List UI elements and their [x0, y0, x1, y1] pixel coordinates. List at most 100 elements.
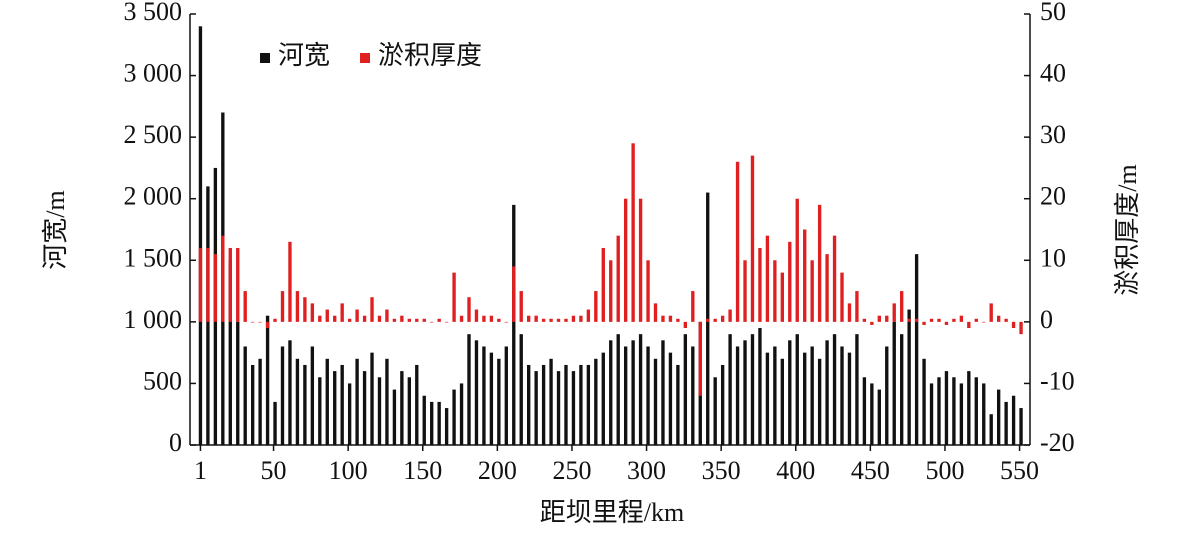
- bar: [646, 260, 650, 322]
- bar: [735, 161, 740, 322]
- bar: [407, 377, 412, 445]
- y-axis-title: 河宽/m: [41, 190, 70, 269]
- bar: [1004, 318, 1008, 322]
- bar: [556, 318, 561, 322]
- x-tick-label: 350: [702, 456, 741, 485]
- bar: [303, 364, 307, 445]
- bar: [459, 383, 464, 445]
- bar: [385, 309, 389, 322]
- x-tick-label: 300: [627, 456, 666, 485]
- bar: [310, 346, 315, 445]
- y-tick-label: 2 500: [124, 120, 183, 149]
- bar: [877, 389, 881, 445]
- bar: [377, 377, 382, 445]
- bar: [713, 318, 717, 322]
- bar: [325, 309, 329, 322]
- y-tick-label: 3 500: [124, 0, 183, 26]
- bar: [795, 334, 799, 445]
- bar: [594, 358, 598, 445]
- bar: [609, 340, 613, 445]
- bar: [265, 315, 270, 445]
- bar: [206, 247, 210, 322]
- bar: [698, 321, 702, 396]
- bar: [362, 371, 367, 445]
- bar: [959, 315, 964, 322]
- bar: [250, 321, 255, 323]
- bar: [474, 309, 479, 322]
- x-tick-label: 1: [194, 456, 207, 485]
- bar: [728, 309, 732, 322]
- bar: [683, 334, 688, 445]
- bar: [280, 346, 285, 445]
- bar: [318, 377, 322, 445]
- bar: [803, 229, 807, 322]
- bar: [900, 291, 904, 322]
- bar: [952, 377, 956, 445]
- legend-swatch: [360, 53, 371, 63]
- y-tick-label: 3 000: [124, 59, 183, 88]
- x-tick-label: 500: [925, 456, 964, 485]
- bar: [504, 321, 508, 323]
- bar: [340, 303, 344, 322]
- bar: [519, 291, 523, 322]
- bar: [236, 247, 240, 322]
- bar: [295, 291, 300, 322]
- bar: [250, 364, 255, 445]
- y2-tick-label: 20: [1040, 182, 1066, 211]
- bar: [676, 318, 680, 322]
- bar: [422, 395, 426, 445]
- bar: [392, 318, 397, 322]
- bar: [877, 315, 881, 322]
- bar: [817, 358, 822, 445]
- bar: [355, 358, 359, 445]
- bar: [743, 340, 747, 445]
- bar: [228, 247, 232, 322]
- bar: [780, 272, 785, 322]
- bar: [467, 297, 471, 322]
- bar: [967, 321, 971, 329]
- bar: [295, 358, 300, 445]
- bar: [459, 315, 464, 322]
- bar: [922, 321, 926, 325]
- bar: [803, 352, 807, 445]
- bar: [982, 321, 986, 323]
- bar: [691, 291, 695, 322]
- bar: [832, 235, 837, 322]
- bar: [310, 303, 315, 322]
- x-tick-label: 50: [261, 456, 287, 485]
- bar: [415, 364, 419, 445]
- bar: [885, 315, 889, 322]
- bar: [370, 352, 374, 445]
- bar: [907, 318, 911, 322]
- bar: [914, 318, 919, 322]
- bar: [862, 377, 867, 445]
- bar: [400, 315, 404, 322]
- bar: [534, 315, 538, 322]
- bar: [646, 346, 650, 445]
- y2-tick-label: -10: [1040, 366, 1075, 395]
- bar: [347, 318, 352, 322]
- y-tick-label: 500: [143, 366, 182, 395]
- bar: [333, 315, 337, 322]
- bar: [773, 346, 777, 445]
- bar: [288, 241, 292, 322]
- bar: [273, 401, 277, 445]
- bar: [444, 321, 449, 323]
- y2-tick-label: 30: [1040, 120, 1066, 149]
- bar: [437, 401, 441, 445]
- bar: [661, 340, 665, 445]
- bar: [400, 371, 404, 445]
- bar: [773, 260, 777, 322]
- y-tick-label: 2 000: [124, 182, 183, 211]
- bar: [422, 318, 426, 322]
- bar: [870, 383, 874, 445]
- bar: [892, 321, 896, 445]
- bar: [982, 383, 986, 445]
- bar: [452, 389, 456, 445]
- bar: [221, 235, 225, 322]
- bar: [549, 358, 553, 445]
- y-tick-label: 1 500: [124, 243, 183, 272]
- bar: [959, 383, 964, 445]
- bar: [228, 260, 232, 445]
